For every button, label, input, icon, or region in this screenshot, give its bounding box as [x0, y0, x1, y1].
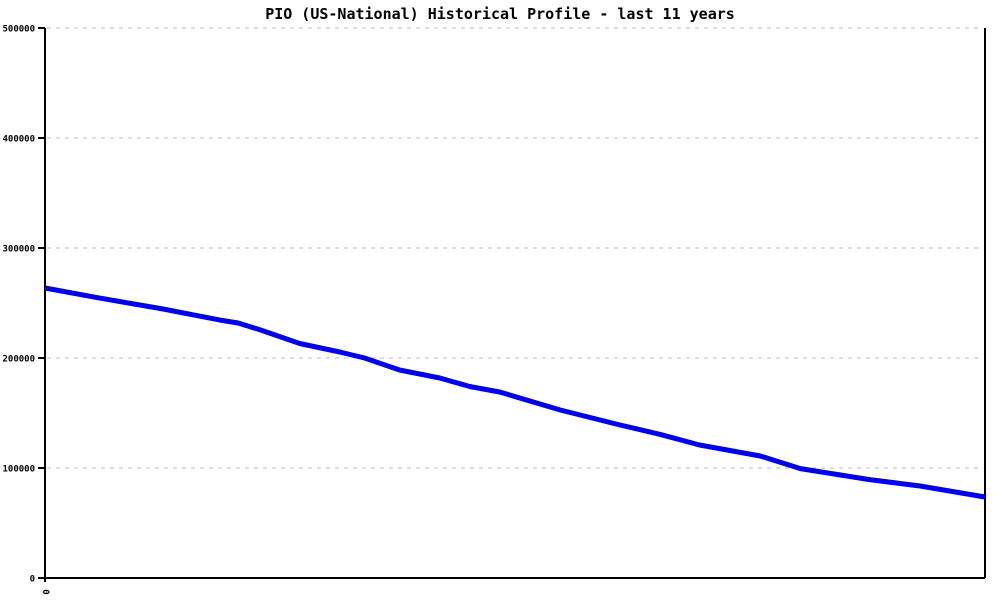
chart-title: PIO (US-National) Historical Profile - l… [265, 5, 735, 23]
y-tick-label: 500000 [2, 25, 35, 35]
y-tick-label: 100000 [2, 465, 35, 475]
y-tick-label: 0 [30, 575, 35, 585]
y-tick-label: 200000 [2, 355, 35, 365]
data-line [44, 285, 986, 500]
y-tick-label: 300000 [2, 245, 35, 255]
x-tick-label: 0 [40, 589, 50, 594]
x-tick-label-group: 0 [40, 589, 50, 594]
y-tick-label: 400000 [2, 135, 35, 145]
